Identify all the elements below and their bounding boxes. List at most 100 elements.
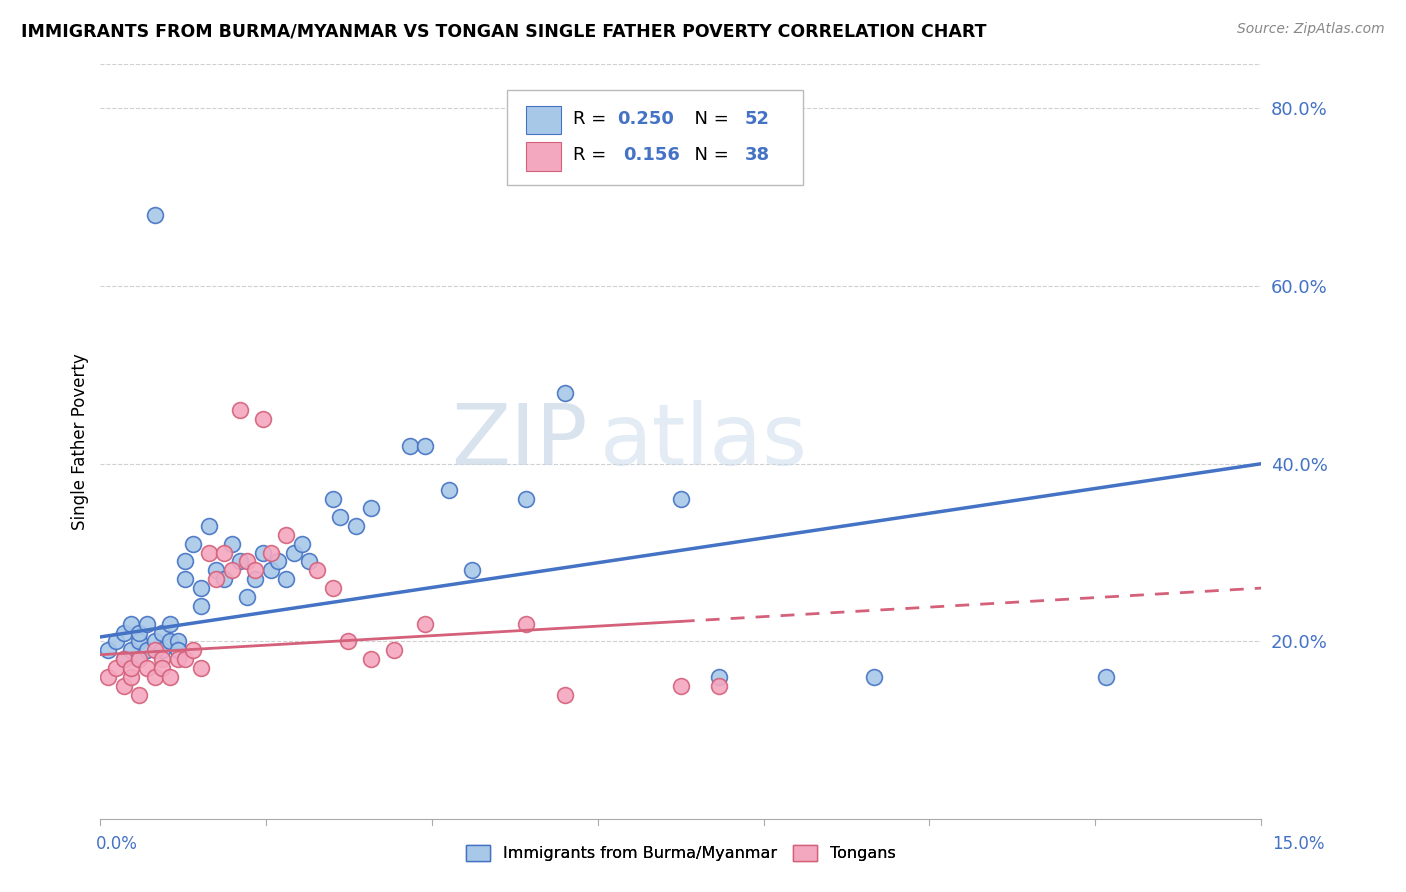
Point (128, 625, 150, 640)
Point (415, 439, 437, 453)
Point (159, 670, 181, 684)
Point (128, 688, 150, 702)
Point (120, 616, 142, 631)
Point (143, 670, 166, 684)
Point (112, 679, 135, 693)
Point (205, 563, 228, 577)
Point (360, 652, 382, 666)
Point (104, 634, 127, 648)
Point (252, 545, 274, 559)
Text: R =: R = (572, 146, 617, 164)
Point (336, 634, 359, 648)
Point (112, 625, 135, 640)
Point (120, 670, 142, 684)
Point (221, 563, 243, 577)
Point (150, 652, 173, 666)
Text: Source: ZipAtlas.com: Source: ZipAtlas.com (1237, 22, 1385, 37)
Point (515, 616, 537, 631)
Point (259, 563, 281, 577)
FancyBboxPatch shape (526, 105, 561, 135)
Point (135, 661, 157, 675)
Point (190, 599, 212, 613)
Point (97, 643, 120, 657)
Legend: Immigrants from Burma/Myanmar, Tongans: Immigrants from Burma/Myanmar, Tongans (460, 838, 901, 868)
Point (159, 634, 181, 648)
Text: 52: 52 (745, 111, 769, 128)
Point (554, 385, 576, 400)
Point (1095, 670, 1118, 684)
Point (112, 652, 135, 666)
Point (212, 572, 235, 586)
Point (104, 661, 127, 675)
Point (143, 634, 166, 648)
Point (166, 643, 188, 657)
Text: atlas: atlas (599, 400, 807, 483)
Point (228, 554, 250, 568)
Point (298, 554, 321, 568)
Point (415, 616, 437, 631)
Point (150, 661, 173, 675)
Point (135, 616, 157, 631)
Point (174, 554, 197, 568)
Point (190, 581, 212, 595)
Point (181, 643, 204, 657)
Point (243, 563, 266, 577)
Text: 0.156: 0.156 (623, 146, 679, 164)
Point (863, 670, 886, 684)
Point (274, 572, 297, 586)
Text: N =: N = (683, 111, 734, 128)
Point (128, 652, 150, 666)
Point (709, 679, 731, 693)
Point (174, 652, 197, 666)
Point (259, 545, 281, 559)
Point (360, 501, 382, 516)
Point (384, 643, 406, 657)
Point (112, 652, 135, 666)
Point (461, 563, 484, 577)
Point (669, 679, 692, 693)
Point (321, 492, 343, 507)
Point (515, 492, 537, 507)
Point (321, 581, 343, 595)
Point (437, 483, 460, 498)
Point (120, 661, 142, 675)
Point (159, 616, 181, 631)
Point (228, 403, 250, 417)
Point (399, 439, 422, 453)
Point (166, 634, 188, 648)
Point (197, 519, 219, 533)
Text: N =: N = (683, 146, 734, 164)
Point (344, 519, 367, 533)
Text: 15.0%: 15.0% (1272, 835, 1324, 853)
Point (135, 643, 157, 657)
Text: IMMIGRANTS FROM BURMA/MYANMAR VS TONGAN SINGLE FATHER POVERTY CORRELATION CHART: IMMIGRANTS FROM BURMA/MYANMAR VS TONGAN … (21, 22, 987, 40)
Point (329, 510, 352, 524)
Point (197, 545, 219, 559)
Point (554, 688, 576, 702)
Point (150, 625, 173, 640)
Point (97, 670, 120, 684)
Point (128, 634, 150, 648)
Point (305, 563, 328, 577)
Text: 0.0%: 0.0% (96, 835, 138, 853)
Point (709, 670, 731, 684)
Point (143, 643, 166, 657)
Text: R =: R = (572, 111, 612, 128)
Text: ZIP: ZIP (451, 400, 588, 483)
Point (252, 412, 274, 426)
Point (290, 537, 312, 551)
Point (120, 643, 142, 657)
Text: 0.250: 0.250 (617, 111, 673, 128)
Point (181, 537, 204, 551)
Point (150, 643, 173, 657)
Point (128, 652, 150, 666)
Point (166, 652, 188, 666)
FancyBboxPatch shape (526, 142, 561, 170)
Text: 38: 38 (745, 146, 769, 164)
Y-axis label: Single Father Poverty: Single Father Poverty (72, 353, 89, 530)
Point (243, 572, 266, 586)
Point (236, 554, 259, 568)
Point (274, 528, 297, 542)
Point (190, 661, 212, 675)
Point (221, 537, 243, 551)
